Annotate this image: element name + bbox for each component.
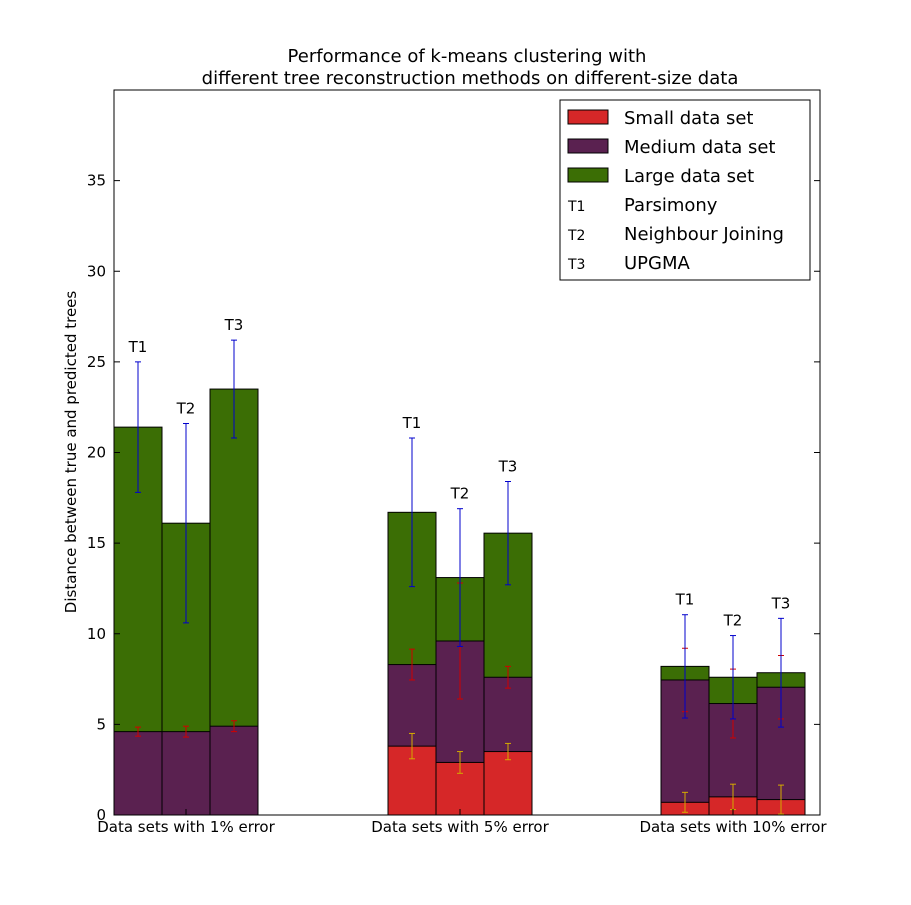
method-label-g2-t1: T1	[402, 414, 422, 432]
bar-medium-g1-t3	[209, 725, 259, 816]
y-tick-label: 25	[87, 353, 106, 371]
legend-method-t2: Neighbour Joining	[624, 224, 784, 245]
y-tick-label: 0	[96, 806, 106, 824]
legend-label-medium: Medium data set	[624, 137, 775, 158]
bar-medium-g1-t2	[161, 731, 211, 816]
method-label-g3-t1: T1	[675, 591, 695, 609]
x-tick-label: Data sets with 10% error	[639, 818, 827, 836]
legend-swatch-large	[567, 167, 609, 183]
y-tick-label: 15	[87, 534, 106, 552]
x-tick-label: Data sets with 1% error	[97, 818, 275, 836]
y-tick-label: 20	[87, 444, 106, 462]
legend-box	[559, 99, 811, 281]
chart-title: Performance of k-means clustering with	[288, 46, 647, 67]
bar-small-g2-t3	[483, 751, 533, 816]
bar-medium-g1-t1	[113, 731, 163, 816]
method-label-g2-t3: T3	[498, 458, 518, 476]
y-tick-label: 30	[87, 262, 106, 280]
method-label-g1-t2: T2	[176, 400, 196, 418]
legend-code-t3: T3	[567, 257, 585, 273]
y-tick-label: 35	[87, 172, 106, 190]
legend-label-large: Large data set	[624, 166, 754, 187]
bar-small-g2-t2	[435, 761, 485, 816]
method-label-g3-t3: T3	[771, 594, 791, 612]
legend-swatch-medium	[567, 138, 609, 154]
method-label-g3-t2: T2	[723, 612, 743, 630]
method-label-g1-t3: T3	[224, 316, 244, 334]
legend-method-t3: UPGMA	[624, 253, 691, 274]
y-axis-label: Distance between true and predicted tree…	[62, 291, 80, 614]
method-label-g1-t1: T1	[128, 338, 148, 356]
legend-swatch-small	[567, 109, 609, 125]
y-tick-label: 10	[87, 625, 106, 643]
legend-label-small: Small data set	[624, 108, 754, 129]
x-tick-label: Data sets with 5% error	[371, 818, 549, 836]
y-tick-label: 5	[96, 715, 106, 733]
legend-code-t2: T2	[567, 228, 585, 244]
legend-method-t1: Parsimony	[624, 195, 718, 216]
plot-area: T1 T2 T3 T1 T2 T3 T1 T2 T3 0 5 10 15 20 25 30 35 Data set…	[87, 89, 827, 836]
chart-subtitle: different tree reconstruction methods on…	[202, 68, 739, 89]
method-label-g2-t2: T2	[450, 485, 470, 503]
legend-code-t1: T1	[567, 199, 585, 215]
